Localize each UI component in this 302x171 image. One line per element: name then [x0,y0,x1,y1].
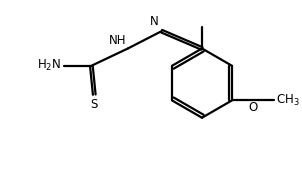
Text: S: S [91,97,98,110]
Text: CH$_3$: CH$_3$ [276,93,300,108]
Text: NH: NH [108,34,126,47]
Text: N: N [150,15,159,28]
Text: O: O [249,101,258,114]
Text: H$_2$N: H$_2$N [37,58,62,73]
